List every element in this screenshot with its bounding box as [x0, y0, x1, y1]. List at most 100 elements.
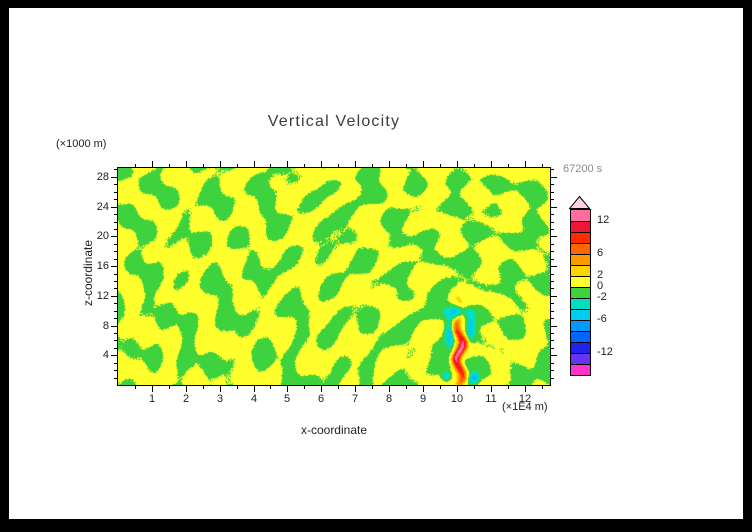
colorbar-segment: [571, 353, 590, 364]
colorbar-segment: [571, 254, 590, 265]
z-minor-tick: [114, 199, 117, 200]
x-tick-label: 11: [485, 393, 497, 405]
colorbar-segment: [571, 265, 590, 276]
colorbar-segment: [571, 287, 590, 298]
z-minor-tick: [114, 244, 117, 245]
z-minor-tick: [114, 192, 117, 193]
x-major-tick: [355, 386, 356, 392]
x-major-tick: [525, 386, 526, 392]
x-major-tick: [525, 161, 526, 167]
colorbar-top-arrow: [569, 196, 590, 209]
x-minor-tick: [237, 386, 238, 389]
y-axis-unit-label: (×1000 m): [56, 138, 107, 150]
z-minor-tick: [551, 274, 554, 275]
x-minor-tick: [338, 164, 339, 167]
z-minor-tick: [551, 318, 554, 319]
x-minor-tick: [203, 164, 204, 167]
z-tick-label: 4: [102, 349, 109, 361]
x-tick-label: 12: [518, 393, 532, 405]
x-major-tick: [220, 161, 221, 167]
x-major-tick: [186, 161, 187, 167]
z-minor-tick: [114, 348, 117, 349]
x-major-tick: [321, 386, 322, 392]
colorbar-segment: [571, 309, 590, 320]
x-minor-tick: [270, 164, 271, 167]
z-minor-tick: [551, 169, 554, 170]
x-axis-unit-label: (×1E4 m): [502, 401, 548, 413]
z-major-tick: [551, 355, 557, 356]
x-minor-tick: [270, 386, 271, 389]
z-major-tick: [551, 177, 557, 178]
z-minor-tick: [551, 333, 554, 334]
z-minor-tick: [551, 303, 554, 304]
colorbar-tick-label: 6: [597, 247, 604, 259]
z-minor-tick: [114, 333, 117, 334]
colorbar-segment: [571, 298, 590, 309]
colorbar-segment: [571, 342, 590, 353]
x-tick-label: 6: [317, 393, 325, 405]
x-major-tick: [389, 386, 390, 392]
x-major-tick: [321, 161, 322, 167]
x-minor-tick: [169, 386, 170, 389]
x-tick-label: 2: [182, 393, 190, 405]
x-minor-tick: [304, 164, 305, 167]
chart-title: Vertical Velocity: [267, 113, 401, 130]
x-major-tick: [287, 161, 288, 167]
x-minor-tick: [372, 386, 373, 389]
z-minor-tick: [114, 222, 117, 223]
z-major-tick: [111, 266, 117, 267]
z-minor-tick: [551, 259, 554, 260]
x-major-tick: [220, 386, 221, 392]
z-minor-tick: [114, 184, 117, 185]
z-minor-tick: [551, 348, 554, 349]
z-tick-label: 16: [96, 260, 109, 272]
z-minor-tick: [114, 259, 117, 260]
z-major-tick: [551, 236, 557, 237]
colorbar-tick-label: -2: [597, 291, 607, 303]
z-major-tick: [111, 326, 117, 327]
x-minor-tick: [169, 164, 170, 167]
x-major-tick: [491, 386, 492, 392]
colorbar-segment: [571, 364, 590, 375]
x-major-tick: [423, 161, 424, 167]
z-minor-tick: [551, 214, 554, 215]
colorbar-segment: [571, 243, 590, 254]
z-minor-tick: [114, 229, 117, 230]
colorbar-tick-label: 0: [597, 280, 604, 292]
x-major-tick: [423, 386, 424, 392]
colorbar-tick-label: -6: [597, 313, 607, 325]
z-major-tick: [551, 296, 557, 297]
x-major-tick: [457, 386, 458, 392]
z-minor-tick: [114, 318, 117, 319]
z-minor-tick: [551, 192, 554, 193]
z-major-tick: [111, 236, 117, 237]
z-major-tick: [551, 266, 557, 267]
x-minor-tick: [440, 164, 441, 167]
x-tick-label: 1: [148, 393, 156, 405]
colorbar-segment: [571, 320, 590, 331]
x-minor-tick: [542, 164, 543, 167]
z-major-tick: [111, 177, 117, 178]
x-minor-tick: [406, 386, 407, 389]
x-major-tick: [491, 161, 492, 167]
z-minor-tick: [114, 370, 117, 371]
z-minor-tick: [551, 184, 554, 185]
colorbar-segment: [571, 232, 590, 243]
x-tick-label: 8: [385, 393, 393, 405]
z-tick-label: 12: [96, 290, 109, 302]
z-minor-tick: [114, 214, 117, 215]
z-tick-label: 20: [96, 230, 109, 242]
colorbar-tick-label: 2: [597, 269, 604, 281]
x-minor-tick: [508, 164, 509, 167]
x-minor-tick: [406, 164, 407, 167]
colorbar-segment: [571, 210, 590, 221]
z-minor-tick: [114, 378, 117, 379]
x-major-tick: [152, 386, 153, 392]
z-major-tick: [551, 326, 557, 327]
x-major-tick: [389, 161, 390, 167]
x-minor-tick: [542, 386, 543, 389]
x-minor-tick: [135, 386, 136, 389]
x-minor-tick: [304, 386, 305, 389]
z-tick-label: 24: [96, 201, 109, 213]
z-minor-tick: [114, 169, 117, 170]
